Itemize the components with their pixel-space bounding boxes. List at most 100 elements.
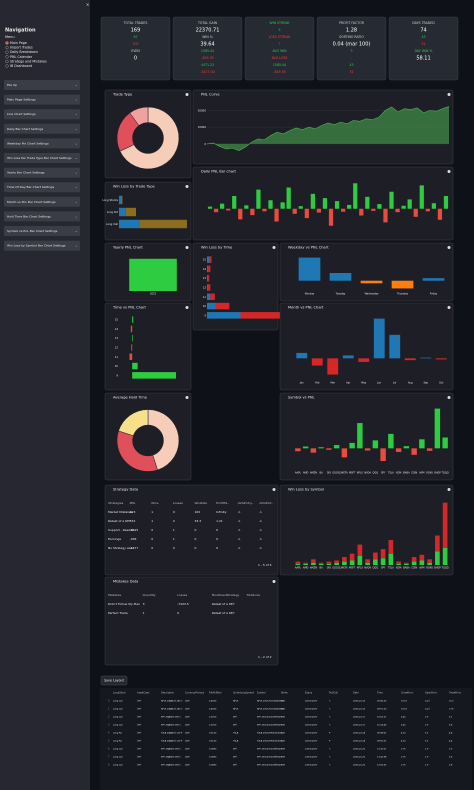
expander[interactable] [4, 226, 80, 236]
expander-label[interactable]: Daily Bar Chart Settings [7, 127, 44, 131]
column-header: AVGEntry.. [238, 501, 254, 505]
chevron[interactable]: ⌄ [75, 214, 78, 218]
y-tick-label: 14 [203, 267, 207, 271]
column-header: Wins [151, 501, 159, 505]
expander[interactable] [4, 211, 80, 222]
chevron[interactable]: ⌄ [75, 229, 78, 233]
bar [435, 358, 447, 360]
panel-title: Win Loss by Trade Type [113, 185, 155, 189]
cell: USD [185, 757, 190, 759]
panel-icon[interactable] [447, 246, 451, 249]
x-tick-label: TQQQ [442, 567, 449, 570]
x-tick-label: BABA [403, 472, 410, 475]
menu-item[interactable]: IB Dashboard [10, 64, 32, 68]
expander[interactable] [4, 196, 80, 207]
expander-label[interactable]: Time Of Day Bar Chart Settings [6, 185, 55, 189]
panel-icon[interactable] [272, 246, 276, 249]
expander[interactable] [4, 80, 80, 90]
y-tick-label: 9 [204, 313, 206, 317]
bar [364, 448, 371, 451]
row-index: 5 [108, 740, 110, 743]
cell: 1 [151, 519, 153, 523]
bar [442, 437, 448, 449]
panel-icon[interactable] [447, 93, 451, 96]
expander-label[interactable]: Weekday Pnl Chart Settings [7, 141, 49, 145]
expander[interactable] [4, 109, 80, 120]
cell: 3.6 [449, 725, 453, 727]
panel-icon[interactable] [185, 185, 189, 188]
radio[interactable] [5, 45, 9, 50]
bar [349, 560, 355, 565]
save-button-label[interactable]: Save Layout [104, 679, 124, 683]
radio[interactable] [5, 55, 9, 59]
panel [104, 484, 279, 576]
panel-icon[interactable] [185, 396, 189, 399]
x-tick-label: Thursday [397, 293, 409, 296]
cell: 2023-01-20 [353, 757, 366, 759]
panel-icon[interactable] [185, 93, 189, 96]
chevron[interactable]: ⌄ [75, 127, 78, 131]
bar [427, 562, 432, 565]
kpi-text: DAY WIN % [415, 49, 433, 53]
expander-label[interactable]: Line Chart Settings [7, 112, 36, 116]
radio[interactable] [5, 64, 9, 68]
panel-icon[interactable] [272, 488, 276, 491]
cell: 280 [281, 709, 286, 711]
chevron[interactable]: ⌄ [75, 185, 78, 189]
bar [380, 448, 386, 461]
bar [318, 563, 324, 565]
menu-item[interactable]: Import Trades [10, 46, 33, 50]
cell: NFLX 230120C00280000 [257, 701, 284, 703]
radio[interactable] [5, 50, 9, 54]
panel-title: Symbol vs PNL [288, 396, 315, 400]
expander[interactable] [4, 240, 80, 251]
chevron[interactable]: ⌄ [75, 156, 78, 160]
panel-icon[interactable] [185, 246, 189, 249]
cell: 3 [143, 602, 145, 606]
menu-item[interactable]: Daily Breakdown [10, 50, 38, 54]
panel-icon[interactable] [447, 170, 451, 173]
expander[interactable] [4, 182, 80, 193]
chevron[interactable]: ⌄ [75, 98, 78, 102]
expander-label[interactable]: Win Loss Per Trade Type Bar Chart Settin… [7, 156, 72, 160]
radio[interactable] [5, 59, 9, 63]
chevron[interactable]: ⌄ [75, 83, 78, 87]
panel-icon[interactable] [447, 488, 451, 491]
x-tick-label: ROKU [426, 567, 433, 570]
menu-item[interactable]: PNL Calendar [10, 55, 33, 59]
expander-label[interactable]: Win Loss by Symbol Bar Chart Settings [7, 244, 66, 248]
chevron[interactable]: ⌄ [75, 171, 78, 175]
chevron[interactable]: ⌄ [75, 141, 78, 145]
expander-label[interactable]: Month vs PnL Bar Chart Settings [7, 200, 56, 204]
expander-label[interactable]: Yearly Bar Chart Settings [7, 171, 45, 175]
panel-icon[interactable] [447, 306, 451, 309]
bar [139, 219, 187, 229]
expander[interactable] [4, 123, 80, 134]
chevron[interactable]: ⌄ [75, 200, 78, 204]
cell: ⚠ [238, 546, 241, 550]
expander[interactable] [4, 138, 80, 149]
panel-icon[interactable] [447, 396, 451, 399]
bar [357, 423, 363, 449]
expander[interactable] [4, 94, 80, 105]
cell: 0 [173, 510, 175, 514]
chevron[interactable]: ⌄ [75, 112, 78, 116]
expander-label[interactable]: Main Page Settings [7, 98, 36, 102]
menu-item[interactable]: Strategy and Mistakes [10, 59, 47, 63]
radio[interactable] [5, 41, 9, 45]
menu-item[interactable]: Main Page [10, 41, 27, 45]
save-button[interactable] [100, 675, 128, 686]
cell: 395 [281, 765, 286, 767]
panel-icon[interactable] [272, 580, 276, 583]
cell: 14.3 [425, 709, 430, 711]
expander-label[interactable]: Hold Time Bar Chart Settings [7, 214, 51, 218]
panel-icon[interactable] [185, 306, 189, 309]
chevron[interactable]: ⌄ [75, 244, 78, 248]
expander-label[interactable]: File Up [7, 83, 17, 87]
close-icon[interactable]: × [86, 2, 89, 7]
expander[interactable] [4, 167, 80, 178]
expander-label[interactable]: Symbol vs PnL Bar Chart Settings [7, 229, 58, 233]
bar [333, 445, 340, 449]
column-header: Date [353, 692, 359, 695]
expander[interactable] [4, 153, 80, 163]
